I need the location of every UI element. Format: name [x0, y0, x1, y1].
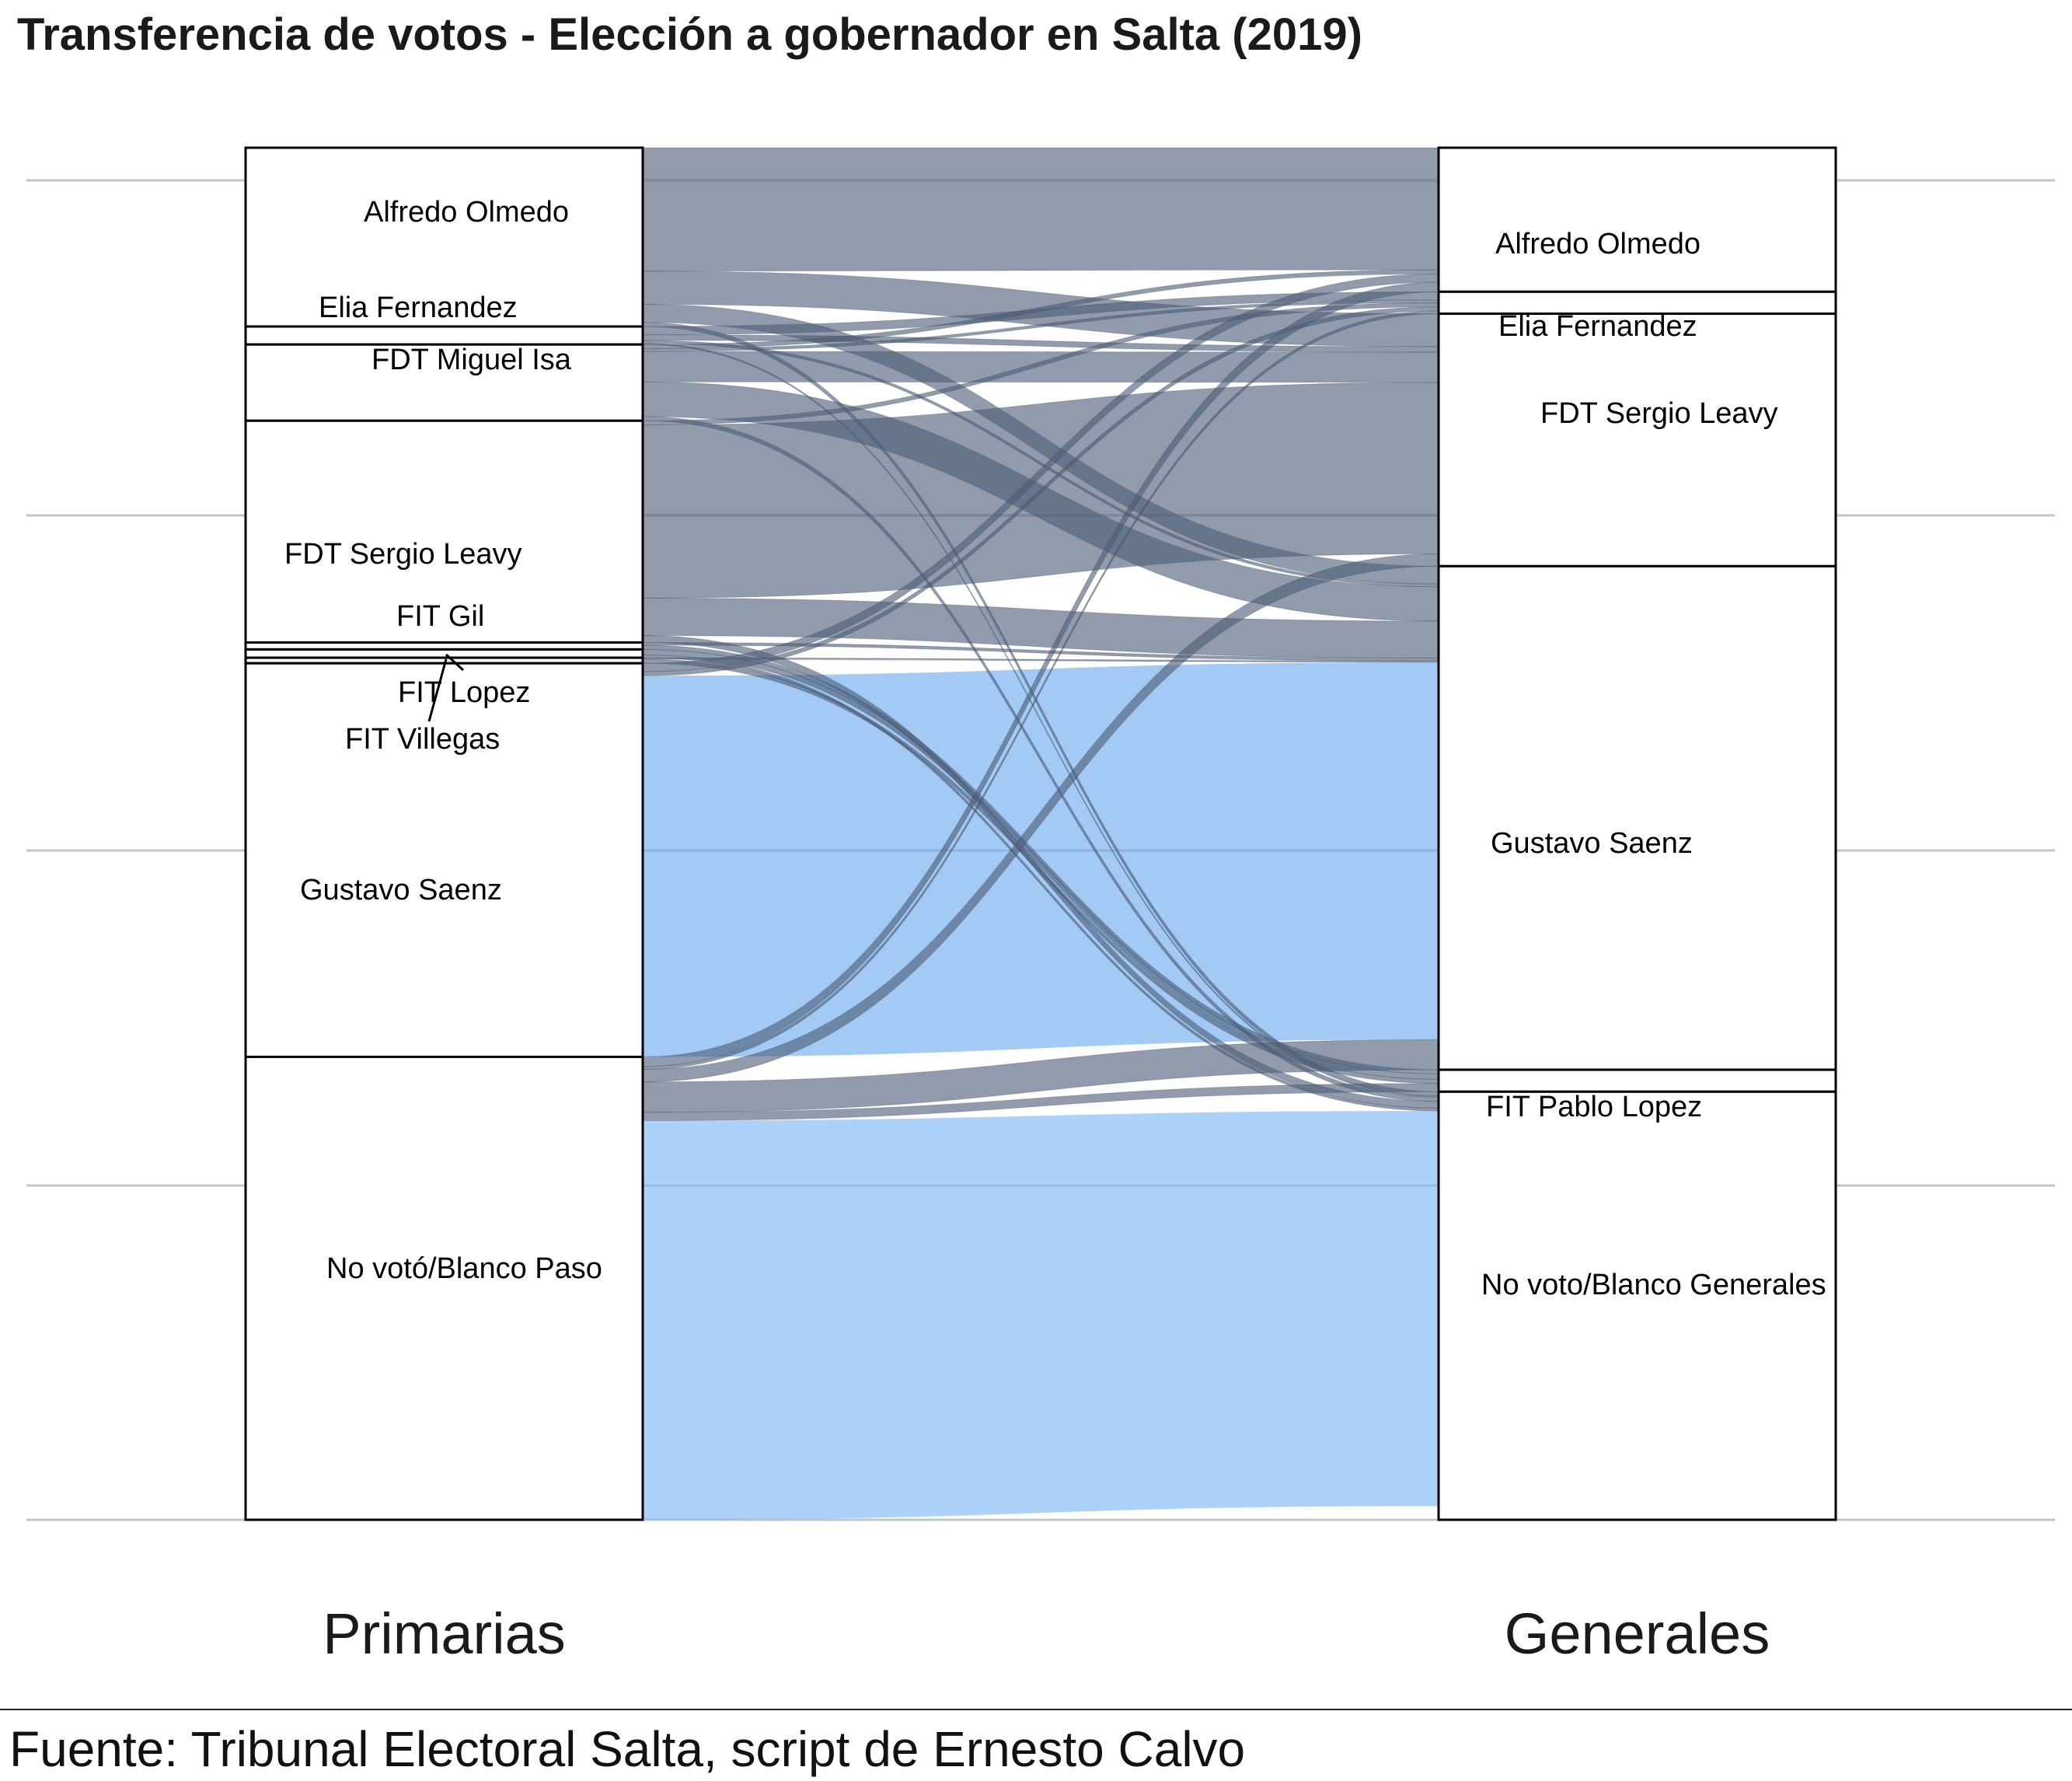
right-stratum-0 — [1437, 146, 1837, 293]
left-stratum-8 — [244, 1056, 644, 1521]
chart-caption: Fuente: Tribunal Electoral Salta, script… — [9, 1721, 1245, 1777]
left-stratum-label-6: FIT Villegas — [345, 723, 500, 756]
left-stratum-label-1: Elia Fernandez — [319, 292, 518, 324]
axis-label-0: Primarias — [323, 1601, 565, 1666]
stratum-labels: Alfredo Olmedo Elia Fernandez FDT Miguel I… — [284, 196, 1826, 1301]
left-stratum-7 — [244, 662, 644, 1059]
left-stratum-2 — [244, 343, 644, 422]
left-stratum-label-0: Alfredo Olmedo — [364, 196, 569, 229]
axis-labels: Primarias Generales — [323, 1601, 1770, 1666]
left-stratum-label-5: FIT Lopez — [398, 676, 530, 709]
right-stratum-label-4: FIT Pablo Lopez — [1486, 1091, 1702, 1123]
flow-ribbons — [642, 147, 1439, 1520]
left-stratum-label-7: Gustavo Saenz — [300, 874, 502, 906]
left-stratum-5 — [244, 648, 644, 659]
right-stratum-5 — [1437, 1090, 1837, 1521]
leader-line-fit-villegas — [427, 658, 448, 722]
right-stratum-label-1: Elia Fernandez — [1498, 310, 1697, 343]
flow-0 — [642, 147, 1439, 272]
stratum-boxes — [244, 146, 1837, 1521]
right-stratum-3 — [1437, 564, 1837, 1071]
right-stratum-label-0: Alfredo Olmedo — [1495, 228, 1701, 260]
chart-title: Transferencia de votos - Elección a gobe… — [17, 9, 1362, 60]
leader-line-fit-lopez — [445, 653, 465, 672]
flow-10 — [642, 351, 1439, 383]
left-stratum-label-2: FDT Miguel Isa — [371, 344, 572, 376]
right-stratum-4 — [1437, 1068, 1837, 1093]
left-stratum-label-8: No votó/Blanco Paso — [326, 1252, 602, 1285]
right-stratum-2 — [1437, 313, 1837, 567]
flow-31 — [643, 1111, 1439, 1520]
left-stratum-1 — [244, 325, 644, 346]
right-stratum-label-2: FDT Sergio Leavy — [1540, 397, 1778, 430]
axis-label-1: Generales — [1505, 1601, 1770, 1666]
right-stratum-label-3: Gustavo Saenz — [1491, 827, 1693, 860]
left-stratum-0 — [244, 146, 644, 328]
left-stratum-label-4: FIT Gil — [396, 600, 484, 633]
left-stratum-3 — [244, 419, 644, 644]
right-stratum-label-5: No voto/Blanco Generales — [1481, 1269, 1826, 1301]
left-stratum-label-3: FDT Sergio Leavy — [284, 538, 522, 571]
